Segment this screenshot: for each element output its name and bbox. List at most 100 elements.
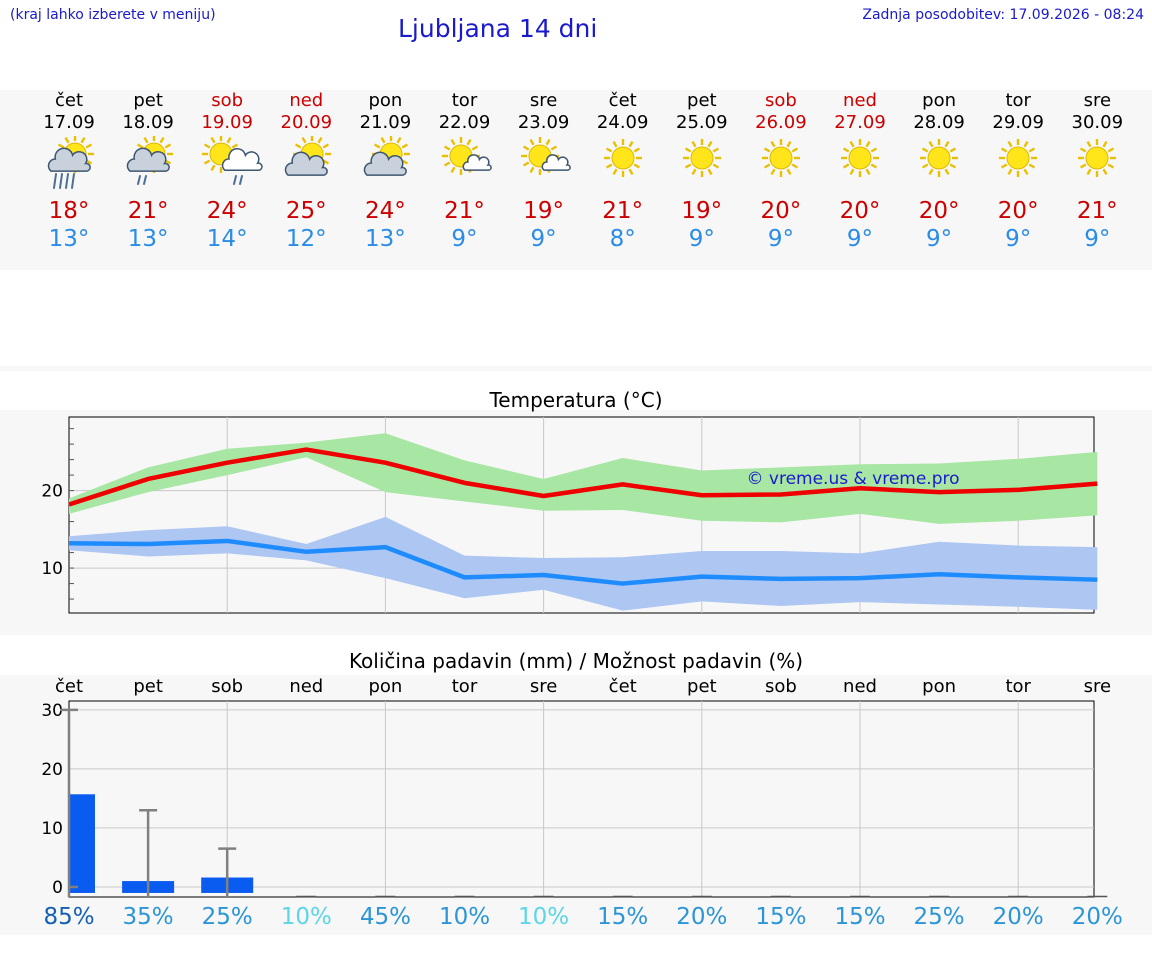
min-temperature: 8° [609, 226, 636, 252]
y-tick-label: 20 [41, 482, 63, 502]
x-tick-label: ned [843, 676, 877, 697]
x-tick-label: pon [922, 676, 956, 697]
max-temperature: 25° [285, 198, 327, 224]
max-temperature: 19° [681, 198, 723, 224]
precipitation-bar [69, 794, 95, 893]
forecast-panel [0, 90, 1152, 270]
temperature-chart-title: Temperatura (°C) [489, 388, 663, 412]
precipitation-chance: 15% [834, 904, 886, 930]
min-temperature: 9° [451, 226, 478, 252]
max-temperature: 20° [839, 198, 881, 224]
precipitation-chance: 10% [518, 904, 570, 930]
x-tick-label: ned [289, 676, 323, 697]
day-date: 22.09 [438, 112, 491, 133]
sun-small-cloud-icon [425, 136, 505, 192]
precipitation-chance: 15% [755, 904, 807, 930]
min-temperature: 9° [688, 226, 715, 252]
sun-icon [820, 136, 900, 192]
sun-icon [662, 136, 742, 192]
min-temperature: 9° [1005, 226, 1032, 252]
day-name: pet [687, 90, 717, 111]
sun-icon [978, 136, 1058, 192]
max-temperature: 24° [365, 198, 406, 224]
precipitation-chance: 45% [359, 904, 411, 930]
max-temperature-range [69, 433, 1098, 524]
min-temperature: 9° [1084, 226, 1111, 252]
min-temperature-range [69, 516, 1098, 611]
precipitation-chance: 20% [676, 904, 728, 930]
min-temperature: 13° [48, 226, 90, 252]
max-temperature: 20° [760, 198, 802, 224]
max-temperature: 18° [48, 198, 90, 224]
min-temperature: 12° [285, 226, 327, 252]
x-tick-label: sob [211, 676, 243, 697]
precipitation-chance: 85% [43, 904, 95, 930]
precipitation-chart: čet pet sob ned pon tor sre čet pet sob ned pon tor s… [41, 676, 1111, 898]
temperature-chart: 10 20 © vreme.us & vreme.pro [41, 416, 1098, 614]
day-date: 21.09 [359, 112, 412, 133]
x-tick-label: tor [452, 676, 478, 697]
precipitation-chance: 25% [201, 904, 253, 930]
x-tick-label: pon [368, 676, 402, 697]
day-date: 25.09 [676, 112, 728, 133]
x-tick-label: sre [530, 676, 557, 697]
precipitation-chance: 20% [992, 904, 1044, 930]
precipitation-chance: 25% [913, 904, 965, 930]
x-tick-label: tor [1005, 676, 1031, 697]
precipitation-chance: 10% [280, 904, 332, 930]
day-date: 30.09 [1071, 112, 1124, 133]
x-tick-label: sob [765, 676, 797, 697]
day-date: 17.09 [43, 112, 95, 133]
day-name: ned [843, 90, 877, 111]
day-name: pon [922, 90, 957, 111]
sun-icon [899, 136, 979, 192]
min-temperature: 9° [767, 226, 794, 252]
min-temperature-line [68, 538, 1098, 586]
day-name: pon [368, 90, 403, 111]
sun-small-cloud-icon [504, 136, 584, 192]
x-tick-label: čet [55, 676, 83, 697]
y-tick-label: 10 [41, 819, 63, 839]
sun-cloud-heavy-rain-icon [29, 136, 109, 192]
y-tick-label: 30 [41, 701, 63, 721]
sun-cloud-shower-icon [187, 136, 267, 192]
day-date: 23.09 [517, 112, 570, 133]
day-name: sob [211, 90, 244, 111]
precipitation-chance: 20% [1071, 904, 1123, 930]
precipitation-chart-title: Količina padavin (mm) / Možnost padavin … [348, 649, 804, 673]
max-temperature-line [68, 447, 1098, 507]
max-temperature: 21° [1076, 198, 1118, 224]
watermark: © vreme.us & vreme.pro [746, 469, 959, 489]
y-tick-label: 10 [41, 559, 63, 579]
page-title: Ljubljana 14 dni [398, 14, 598, 43]
last-updated: Zadnja posodobitev: 17.09.2026 - 08:24 [862, 7, 1144, 23]
sun-icon [1057, 136, 1137, 192]
day-name: sob [764, 90, 797, 111]
x-tick-label: sre [1084, 676, 1111, 697]
max-temperature: 24° [206, 198, 248, 224]
min-temperature: 14° [206, 226, 248, 252]
sun-cloud-rain-icon [108, 136, 188, 192]
min-temperature: 13° [365, 226, 406, 252]
min-temperature: 9° [926, 226, 953, 252]
day-name: ned [289, 90, 324, 111]
precipitation-chance: 15% [597, 904, 649, 930]
max-temperature: 20° [997, 198, 1039, 224]
day-name: čet [54, 90, 84, 111]
spacer-panel [0, 366, 1152, 371]
min-temperature: 13° [127, 226, 169, 252]
max-temperature: 21° [127, 198, 169, 224]
min-temperature: 9° [846, 226, 874, 252]
max-temperature: 20° [918, 198, 960, 224]
day-name: pet [133, 90, 163, 111]
x-tick-label: pet [687, 676, 717, 697]
day-date: 24.09 [596, 112, 649, 133]
day-date: 29.09 [992, 112, 1044, 133]
sun-icon [741, 136, 821, 192]
x-tick-label: pet [133, 676, 163, 697]
precipitation-chance: 10% [438, 904, 491, 930]
precipitation-chance: 35% [122, 904, 174, 930]
sun-cloud-icon [266, 136, 346, 192]
day-date: 28.09 [913, 112, 965, 133]
region-hint: (kraj lahko izberete v meniju) [10, 7, 216, 23]
